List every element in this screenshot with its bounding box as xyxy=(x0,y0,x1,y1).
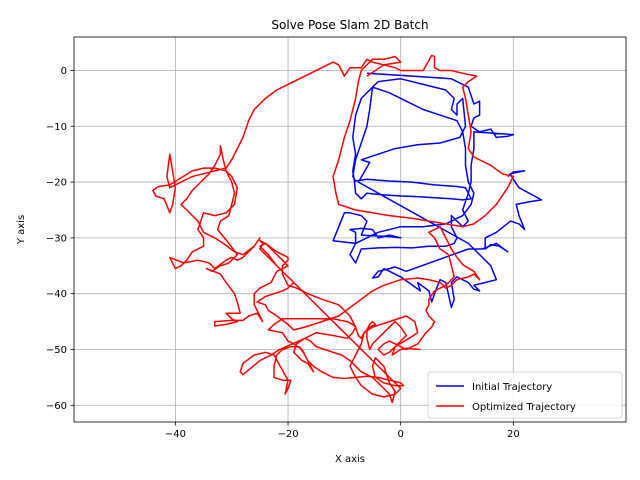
y-tick-label: −50 xyxy=(46,345,67,356)
plot-frame xyxy=(73,36,627,423)
y-tick-label: −30 xyxy=(46,233,67,244)
series-line-0 xyxy=(332,72,543,309)
legend-label-0: Initial Trajectory xyxy=(472,382,552,393)
y-tick-label: −20 xyxy=(46,178,67,189)
series-layer xyxy=(152,54,543,404)
x-axis-label: X axis xyxy=(335,454,365,465)
y-tick-label: −60 xyxy=(46,401,67,412)
chart-title: Solve Pose Slam 2D Batch xyxy=(271,18,428,32)
x-tick-label: 20 xyxy=(507,429,520,440)
x-tick-label: −40 xyxy=(165,429,186,440)
y-tick-label: 0 xyxy=(61,66,67,77)
x-tick-label: −20 xyxy=(277,429,298,440)
series-line-1 xyxy=(152,54,515,404)
y-tick-label: −10 xyxy=(46,122,67,133)
legend-label-1: Optimized Trajectory xyxy=(472,402,576,413)
y-axis-label: Y axis xyxy=(16,215,27,245)
axis-ticks: −40 −20 0 20 0 −10 −20 −30 −40 −50 −60 xyxy=(46,66,520,440)
y-tick-label: −40 xyxy=(46,289,67,300)
legend-box xyxy=(427,371,623,419)
x-tick-label: 0 xyxy=(398,429,404,440)
legend: Initial Trajectory Optimized Trajectory xyxy=(427,371,623,419)
